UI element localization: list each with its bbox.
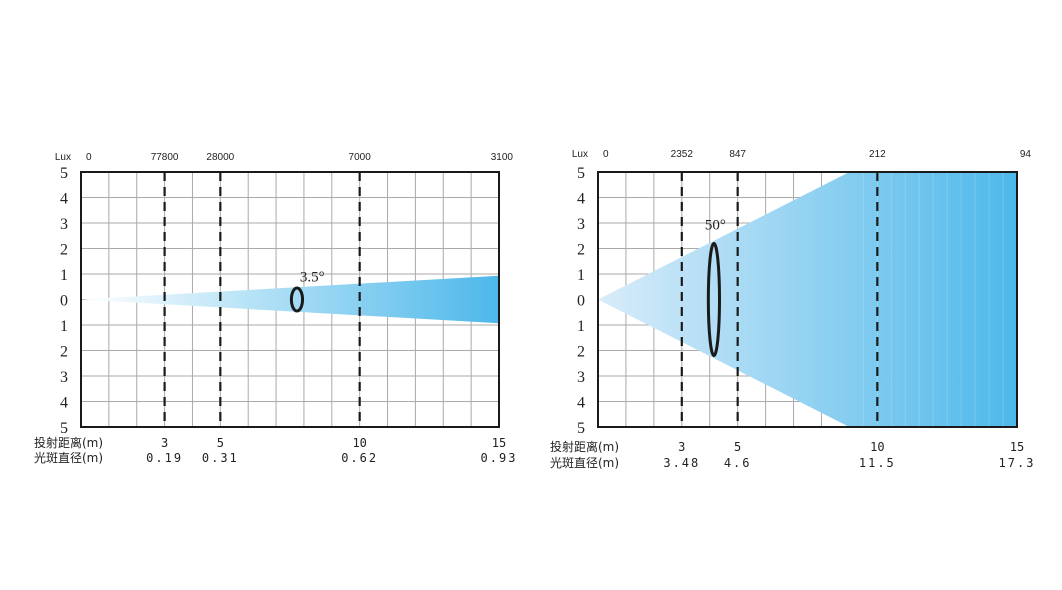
y-tick-label: 4	[577, 395, 585, 412]
y-tick-label: 2	[60, 242, 68, 259]
lux-value-label: 77800	[151, 152, 179, 163]
diameter-value-label: 0.62	[341, 451, 378, 465]
lux-value-label: 847	[729, 149, 746, 160]
y-tick-label: 3	[60, 216, 68, 233]
beam-angle-label: 3.5°	[300, 270, 325, 286]
diameter-value-label: 4.6	[724, 456, 752, 470]
y-tick-label: 1	[60, 267, 68, 284]
y-tick-label: 1	[577, 267, 585, 284]
y-tick-label: 3	[60, 369, 68, 386]
distance-value-label: 15	[492, 436, 506, 450]
distance-value-label: 10	[870, 440, 884, 454]
diameter-value-label: 0.19	[146, 451, 183, 465]
light-beam	[598, 172, 1017, 427]
diameter-value-label: 0.93	[481, 451, 518, 465]
diameter-row-label: 光斑直径(m)	[34, 451, 103, 465]
distance-value-label: 3	[678, 440, 685, 454]
lux-origin-label: 0	[603, 149, 609, 160]
distance-value-label: 5	[217, 436, 224, 450]
chart-frame	[597, 171, 1018, 428]
y-tick-label: 5	[60, 165, 68, 182]
diameter-row-label: 光斑直径(m)	[550, 456, 619, 470]
y-tick-label: 2	[60, 344, 68, 361]
lux-value-label: 7000	[349, 152, 372, 163]
beam-angle-label: 50°	[705, 217, 726, 233]
chart-frame	[80, 171, 500, 428]
distance-value-label: 3	[161, 436, 168, 450]
lux-value-label: 3100	[491, 152, 514, 163]
diameter-value-label: 11.5	[859, 456, 896, 470]
distance-row-label: 投射距离(m)	[34, 435, 103, 450]
lux-axis-label: Lux	[55, 152, 71, 163]
y-tick-label: 5	[577, 165, 585, 182]
y-tick-label: 3	[577, 216, 585, 233]
y-tick-label: 1	[577, 318, 585, 335]
distance-value-label: 15	[1010, 440, 1024, 454]
y-tick-label: 5	[60, 420, 68, 437]
y-tick-label: 2	[577, 344, 585, 361]
beam-spot-ellipse	[289, 286, 305, 313]
lux-axis-label: Lux	[572, 149, 588, 160]
y-tick-label: 5	[577, 420, 585, 437]
y-tick-label: 3	[577, 369, 585, 386]
y-tick-label: 0	[60, 293, 68, 310]
diameter-value-label: 3.48	[663, 456, 700, 470]
distance-value-label: 10	[352, 436, 366, 450]
beam-spot-ellipse	[706, 241, 722, 358]
y-tick-label: 0	[577, 293, 585, 310]
distance-value-label: 5	[734, 440, 741, 454]
y-tick-label: 4	[577, 191, 585, 208]
y-tick-label: 1	[60, 318, 68, 335]
distance-row-label: 投射距离(m)	[550, 439, 619, 454]
lux-value-label: 94	[1020, 149, 1032, 160]
diameter-value-label: 17.3	[999, 456, 1036, 470]
y-tick-label: 4	[60, 395, 68, 412]
lux-origin-label: 0	[86, 152, 92, 163]
diameter-value-label: 0.31	[202, 451, 239, 465]
lux-value-label: 2352	[671, 149, 694, 160]
lux-value-label: 212	[869, 149, 886, 160]
y-tick-label: 2	[577, 242, 585, 259]
lux-value-label: 28000	[206, 152, 234, 163]
y-tick-label: 4	[60, 191, 68, 208]
